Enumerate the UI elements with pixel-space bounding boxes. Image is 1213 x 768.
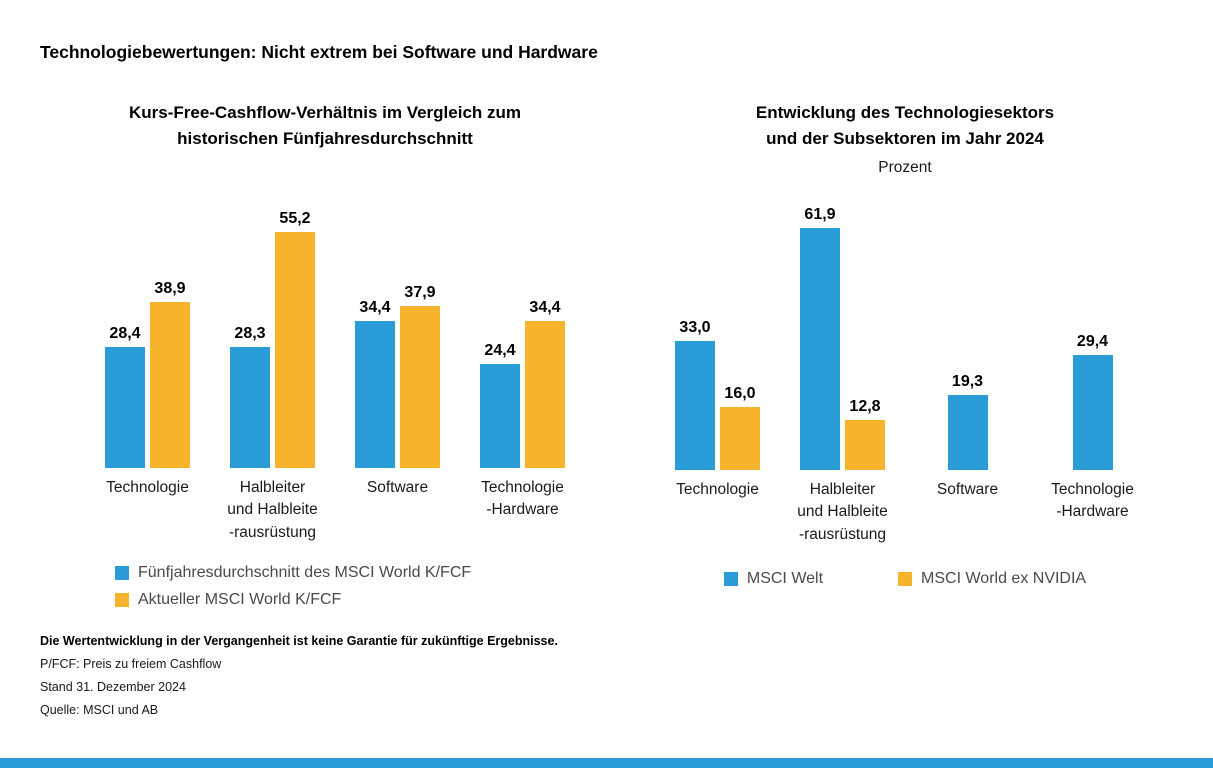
bars-row: 24,4 34,4 bbox=[480, 200, 565, 468]
legend-label: MSCI Welt bbox=[746, 570, 824, 587]
bar-group: 61,9 12,8 Halbleiter und Halbleite -rausrü… bbox=[780, 196, 905, 546]
bar-column: 55,2 bbox=[275, 200, 315, 468]
chart-price-fcf-plot: 28,4 38,9 Technologie 28,3 55,2 Halbleiter un… bbox=[85, 200, 585, 544]
footer-band bbox=[0, 758, 1213, 768]
legend-swatch bbox=[115, 566, 129, 580]
bar-column: 37,9 bbox=[400, 200, 440, 468]
bar-value-label: 33,0 bbox=[679, 319, 711, 336]
category-label: Software bbox=[366, 479, 429, 496]
bar-value-label: 28,4 bbox=[109, 325, 141, 342]
bar bbox=[800, 228, 840, 470]
legend-item: Aktueller MSCI World K/FCF bbox=[115, 591, 341, 609]
legend-swatch bbox=[115, 593, 129, 607]
bar-value-label: 37,9 bbox=[404, 284, 436, 301]
legend-label: Fünfjahresdurchschnitt des MSCI World K/… bbox=[138, 564, 472, 581]
category-label: Technologie bbox=[676, 481, 759, 498]
bar-group: 34,4 37,9 Software bbox=[335, 200, 460, 544]
footnote-disclaimer: Die Wertentwicklung in der Vergangenheit… bbox=[40, 634, 558, 648]
bar bbox=[400, 306, 440, 468]
bar-column: 34,4 bbox=[525, 200, 565, 468]
chart-sector-performance-legend: MSCI Welt MSCI World ex NVIDIA bbox=[655, 570, 1155, 588]
bar-value-label: 19,3 bbox=[951, 373, 984, 390]
bar-value-label: 34,4 bbox=[359, 299, 391, 316]
bars-row: 28,3 55,2 bbox=[230, 200, 315, 468]
footnote-as-of-date: Stand 31. Dezember 2024 bbox=[40, 679, 186, 694]
chart-price-fcf-legend: Fünfjahresdurchschnitt des MSCI World K/… bbox=[115, 564, 471, 609]
bar bbox=[480, 364, 520, 468]
bar-value-label: 38,9 bbox=[154, 280, 186, 297]
chart-price-fcf: Kurs-Free-Cashflow-Verhältnis im Verglei… bbox=[55, 100, 595, 640]
bar-column: 29,4 bbox=[1072, 196, 1113, 470]
bars-row: 61,9 12,8 bbox=[800, 196, 885, 470]
category-label: Halbleiter und Halbleite -rausrüstung bbox=[797, 481, 888, 543]
category-label: Technologie bbox=[106, 479, 189, 496]
bar bbox=[675, 341, 715, 470]
bars-row: 28,4 38,9 bbox=[105, 200, 190, 468]
bars-row: 19,3 bbox=[947, 196, 988, 470]
category-label: Technologie -Hardware bbox=[1051, 481, 1134, 521]
footnote-source: Quelle: MSCI und AB bbox=[40, 702, 159, 717]
bar-value-label: 24,4 bbox=[484, 342, 516, 359]
bar-group: 24,4 34,4 Technologie -Hardware bbox=[460, 200, 585, 544]
footnotes: Die Wertentwicklung in der Vergangenheit… bbox=[40, 634, 558, 725]
bar bbox=[355, 321, 395, 468]
bar-column: 16,0 bbox=[720, 196, 760, 470]
bar-column: 34,4 bbox=[355, 200, 395, 468]
bar bbox=[720, 407, 760, 470]
bar-value-label: 16,0 bbox=[724, 385, 756, 402]
bar bbox=[150, 302, 190, 468]
category-label: Technologie -Hardware bbox=[481, 479, 564, 519]
bar-column: 28,3 bbox=[230, 200, 270, 468]
legend-swatch bbox=[723, 572, 738, 586]
bar-group: 28,4 38,9 Technologie bbox=[85, 200, 210, 544]
chart-sector-performance-plot: 33,0 16,0 Technologie 61,9 12,8 Halbleiter un… bbox=[655, 196, 1155, 546]
bar-group: 33,0 16,0 Technologie bbox=[655, 196, 780, 546]
legend-label: Aktueller MSCI World K/FCF bbox=[138, 591, 342, 608]
bar bbox=[845, 420, 885, 470]
bar bbox=[1072, 355, 1113, 470]
bar-column: 38,9 bbox=[150, 200, 190, 468]
bar-column: 28,4 bbox=[105, 200, 145, 468]
bar-value-label: 61,9 bbox=[804, 206, 836, 223]
bar-value-label: 55,2 bbox=[279, 210, 311, 227]
main-title: Technologiebewertungen: Nicht extrem bei… bbox=[40, 42, 598, 62]
bar-column: 24,4 bbox=[480, 200, 520, 468]
bars-row: 29,4 bbox=[1072, 196, 1113, 470]
bar-group: 19,3 Software bbox=[905, 196, 1030, 546]
bar-group: 28,3 55,2 Halbleiter und Halbleite -rausrü… bbox=[210, 200, 335, 544]
bar bbox=[947, 395, 988, 470]
legend-label: MSCI World ex NVIDIA bbox=[921, 570, 1087, 587]
legend-item: Fünfjahresdurchschnitt des MSCI World K/… bbox=[115, 564, 471, 582]
legend-item: MSCI Welt bbox=[723, 570, 824, 588]
bar-group: 29,4 Technologie -Hardware bbox=[1030, 196, 1155, 546]
bar-column: 12,8 bbox=[845, 196, 885, 470]
chart-price-fcf-title: Kurs-Free-Cashflow-Verhältnis im Verglei… bbox=[128, 103, 522, 149]
bar-value-label: 34,4 bbox=[529, 299, 561, 316]
chart-sector-performance: Entwicklung des Technologiesektors und d… bbox=[655, 100, 1155, 640]
bar bbox=[275, 232, 315, 468]
chart-sector-performance-title: Entwicklung des Technologiesektors und d… bbox=[755, 103, 1055, 149]
bar-value-label: 28,3 bbox=[234, 325, 266, 342]
legend-item: MSCI World ex NVIDIA bbox=[898, 570, 1086, 588]
bar bbox=[230, 347, 270, 468]
bars-row: 34,4 37,9 bbox=[355, 200, 440, 468]
legend-swatch bbox=[898, 572, 913, 586]
bar bbox=[105, 347, 145, 468]
bars-row: 33,0 16,0 bbox=[675, 196, 760, 470]
bar-column: 61,9 bbox=[800, 196, 840, 470]
category-label: Halbleiter und Halbleite -rausrüstung bbox=[227, 479, 318, 541]
category-label: Software bbox=[936, 481, 999, 498]
footnote-pfcf-definition: P/FCF: Preis zu freiem Cashflow bbox=[40, 657, 222, 671]
bar bbox=[525, 321, 565, 468]
bar-column: 33,0 bbox=[675, 196, 715, 470]
bar-column: 19,3 bbox=[947, 196, 988, 470]
bar-value-label: 12,8 bbox=[849, 398, 881, 415]
bar-value-label: 29,4 bbox=[1076, 333, 1109, 350]
chart-sector-performance-subtitle: Prozent bbox=[878, 158, 932, 176]
